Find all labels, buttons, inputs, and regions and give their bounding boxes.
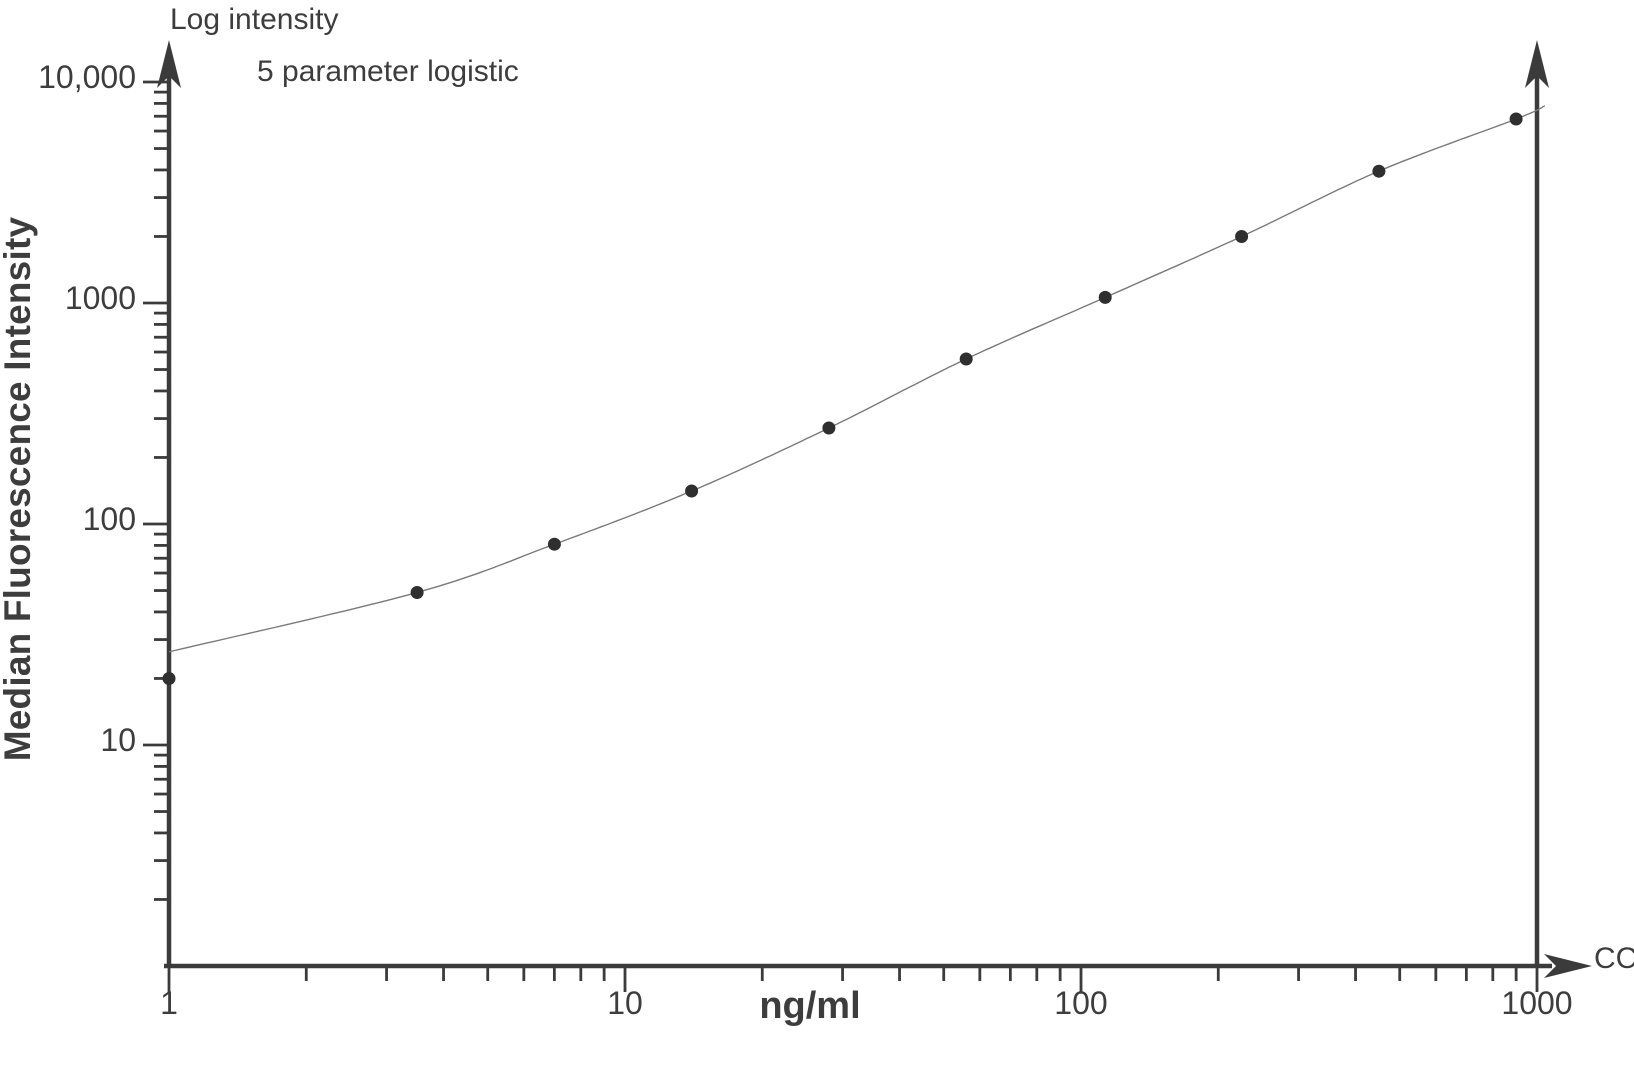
- data-point: [1509, 112, 1523, 126]
- data-point: [410, 586, 424, 599]
- data-point: [822, 421, 836, 435]
- y-tick-label: 1000: [65, 280, 136, 316]
- data-point: [1235, 230, 1249, 243]
- y-axis-arrow-icon: [157, 40, 181, 88]
- cutoff-axis-label: CC: [1594, 942, 1634, 975]
- data-point: [685, 484, 699, 498]
- chart-subtitle: 5 parameter logistic: [257, 55, 519, 88]
- x-tick-label: 10: [607, 985, 643, 1021]
- y-tick-label: 10,000: [38, 59, 136, 95]
- fit-curve: [168, 105, 1546, 653]
- x-axis-arrow-icon: [1544, 954, 1592, 978]
- x-tick-label: 100: [1054, 985, 1107, 1021]
- y-axis-title: Median Fluorescence Intensity: [0, 216, 38, 762]
- data-point: [547, 537, 561, 551]
- x-axis-title: ng/ml: [759, 985, 861, 1027]
- y-tick-label: 10: [100, 722, 136, 758]
- axis-annotation-log-intensity: Log intensity: [170, 3, 339, 36]
- data-point: [162, 672, 176, 685]
- x-tick-label: 1: [160, 985, 178, 1021]
- cutoff-arrow-icon: [1525, 40, 1549, 88]
- y-tick-label: 100: [83, 501, 136, 537]
- x-tick-label: 1000: [1501, 985, 1572, 1021]
- data-point: [959, 352, 973, 366]
- data-point: [1372, 164, 1386, 178]
- data-point: [1098, 290, 1112, 304]
